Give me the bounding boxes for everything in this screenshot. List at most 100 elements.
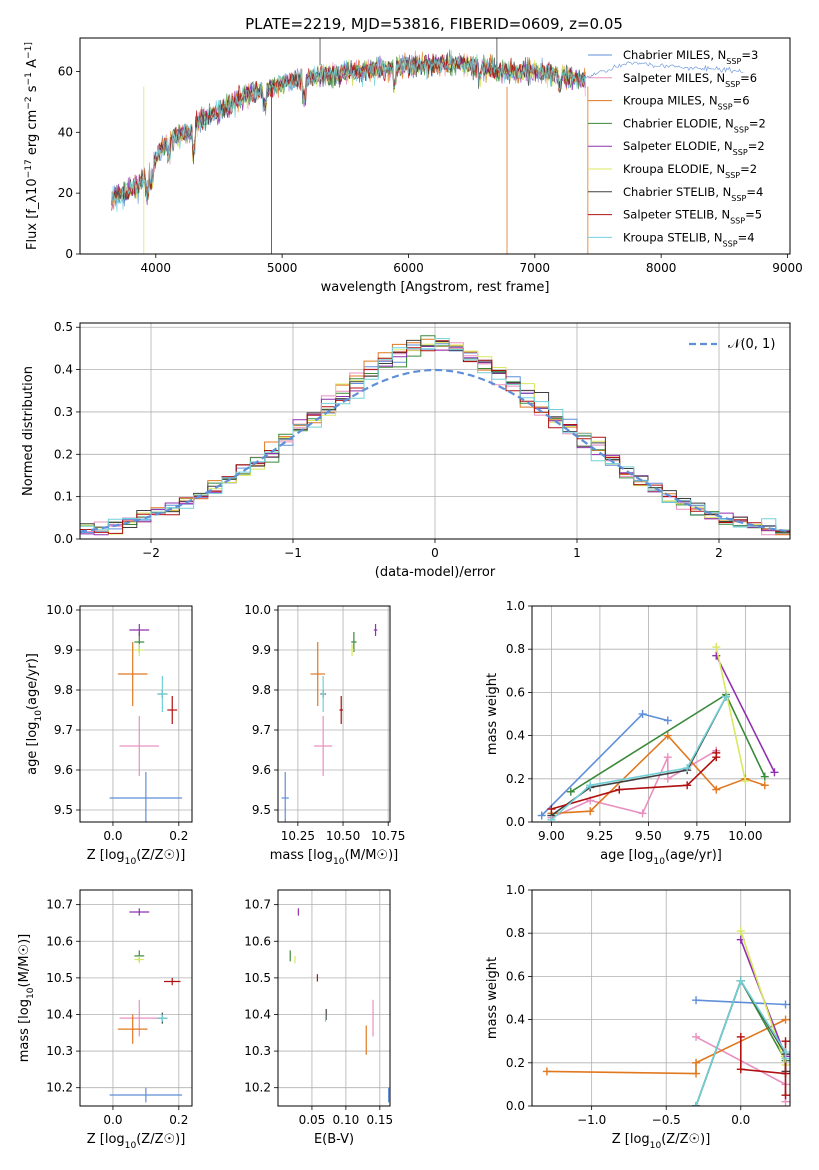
y-tick-label: 10.6 bbox=[46, 934, 73, 948]
y-tick-label: 20 bbox=[58, 186, 73, 200]
legend-label: Chabrier MILES, NSSP=3 bbox=[623, 48, 758, 66]
label-part: Normed distribution bbox=[21, 366, 36, 496]
label-part: Flux [f_λ10 bbox=[25, 178, 40, 250]
spectrum-panel: 4000 5000 6000 7000 8000 9000 0 20 40 60 wavelengt… bbox=[24, 37, 803, 295]
label-part: A bbox=[25, 59, 40, 72]
x-tick-label: 4000 bbox=[141, 261, 172, 275]
label-part: =5 bbox=[745, 208, 762, 222]
y-axis-label: mass weight bbox=[485, 957, 500, 1039]
legend-label: Kroupa MILES, NSSP=6 bbox=[623, 94, 750, 112]
label-part: Kroupa ELODIE, N bbox=[623, 162, 725, 176]
y-tick-label: 0 bbox=[65, 247, 73, 261]
y-tick-label: 10.3 bbox=[244, 1044, 271, 1058]
label-part: 10 bbox=[333, 857, 345, 867]
x-tick-label: 0.0 bbox=[731, 1113, 750, 1127]
label-part: −1 bbox=[24, 72, 34, 85]
x-tick-label: 0.0 bbox=[103, 1113, 122, 1127]
residuals-panel: −2 −1 0 1 2 0.0 0.1 0.2 0.3 0.4 0.5 (data-model)/er… bbox=[21, 320, 791, 580]
label-part: 10 bbox=[125, 857, 137, 867]
y-axis-label: Normed distribution bbox=[21, 366, 36, 496]
age-vs-mass-panel: 10.25 10.50 10.75 9.5 9.6 9.7 9.8 9.9 10.0 mass [… bbox=[244, 603, 405, 867]
y-tick-label: 9.7 bbox=[54, 723, 73, 737]
y-tick-label: 10.3 bbox=[46, 1044, 73, 1058]
y-tick-label: 10.4 bbox=[244, 1007, 271, 1021]
legend-label: Kroupa STELIB, NSSP=4 bbox=[623, 230, 755, 248]
y-tick-label: 0.6 bbox=[506, 685, 525, 699]
y-tick-label: 0.0 bbox=[506, 815, 525, 829]
histogram-series bbox=[80, 338, 790, 536]
label-part: 10 bbox=[125, 1141, 137, 1151]
label-part: −2 bbox=[24, 96, 34, 109]
label-part: erg cm bbox=[25, 110, 40, 159]
x-tick-label: 2 bbox=[715, 546, 723, 560]
x-tick-label: −1 bbox=[284, 546, 302, 560]
y-tick-label: 0.0 bbox=[506, 1099, 525, 1113]
y-tick-label: 0.2 bbox=[506, 1056, 525, 1070]
label-part: (Z/Z☉)] bbox=[136, 848, 185, 863]
label-part: log bbox=[634, 848, 654, 863]
y-tick-label: 10.2 bbox=[46, 1081, 73, 1095]
y-tick-label: 0.0 bbox=[54, 532, 73, 546]
legend-label: 𝒩(0, 1) bbox=[728, 337, 775, 352]
x-axis-label: wavelength [Angstrom, rest frame] bbox=[321, 280, 550, 295]
weight-line bbox=[740, 930, 787, 1066]
weight-line bbox=[695, 999, 786, 1006]
axes-frame bbox=[79, 605, 193, 823]
label-part: =3 bbox=[741, 48, 758, 62]
y-tick-label: 10.4 bbox=[46, 1007, 73, 1021]
spectrum-line bbox=[111, 54, 586, 204]
legend-label: Salpeter MILES, NSSP=6 bbox=[623, 71, 757, 89]
panels: 4000 5000 6000 7000 8000 90000204060wavelengt… bbox=[17, 37, 803, 1151]
y-tick-label: 10.0 bbox=[244, 603, 271, 617]
label-part: −17 bbox=[24, 159, 34, 178]
y-tick-label: 1.0 bbox=[506, 599, 525, 613]
y-tick-label: 10.5 bbox=[46, 971, 73, 985]
label-part: 10 bbox=[650, 1141, 662, 1151]
axes-frame bbox=[531, 605, 791, 823]
x-tick-label: 0.05 bbox=[299, 1113, 326, 1127]
x-tick-label: 9.50 bbox=[635, 829, 662, 843]
y-tick-label: 10.0 bbox=[46, 603, 73, 617]
weight-vs-age-panel: 9.00 9.25 9.50 9.75 10.00 0.0 0.2 0.4 0.6 0.8 1.0 a… bbox=[485, 599, 791, 867]
label-part: SSP bbox=[730, 216, 745, 225]
label-part: 10 bbox=[34, 710, 44, 722]
axes-frame bbox=[79, 889, 193, 1107]
label-part: Kroupa MILES, N bbox=[623, 94, 718, 108]
label-part: (M/M☉)] bbox=[17, 934, 32, 988]
legend-label: Salpeter STELIB, NSSP=5 bbox=[623, 208, 762, 226]
y-tick-label: 9.6 bbox=[54, 763, 73, 777]
x-tick-label: 9.75 bbox=[684, 829, 711, 843]
label-part: log bbox=[630, 1132, 650, 1147]
plot-area bbox=[281, 624, 378, 822]
y-tick-label: 1.0 bbox=[506, 883, 525, 897]
y-tick-label: 0.2 bbox=[54, 447, 73, 461]
weight-vs-Z-panel: −1.0 −0.5 0.0 0.0 0.2 0.4 0.6 0.8 1.0 Z [log10(Z/… bbox=[485, 883, 791, 1151]
label-part: SSP bbox=[731, 193, 746, 202]
mass-vs-Z-panel: 0.0 0.210.210.310.410.510.610.7Z [log10(Z… bbox=[17, 889, 193, 1151]
y-tick-label: 0.4 bbox=[54, 363, 73, 377]
legend-label: Chabrier ELODIE, NSSP=2 bbox=[623, 116, 766, 133]
label-part: mass [ bbox=[17, 1019, 32, 1062]
plot-area bbox=[289, 908, 390, 1103]
label-part: (data-model)/error bbox=[375, 565, 496, 580]
label-part: =6 bbox=[733, 94, 750, 108]
x-tick-label: −2 bbox=[142, 546, 160, 560]
label-part: Z [ bbox=[612, 1132, 630, 1147]
weight-line bbox=[715, 655, 776, 773]
label-part: Kroupa STELIB, N bbox=[623, 230, 723, 244]
label-part: age [ bbox=[600, 848, 633, 863]
x-tick-label: 9000 bbox=[772, 261, 803, 275]
label-part: (M/M☉)] bbox=[345, 848, 399, 863]
x-axis-label: age [log10(age/yr)] bbox=[600, 848, 722, 867]
label-part: −1] bbox=[24, 42, 34, 59]
x-tick-label: 9.00 bbox=[538, 829, 565, 843]
axes-frame bbox=[79, 37, 791, 255]
x-tick-label: 0.0 bbox=[103, 829, 122, 843]
axes-frame bbox=[531, 889, 791, 1107]
axes-frame bbox=[79, 322, 791, 540]
x-axis-label: (data-model)/error bbox=[375, 565, 496, 580]
weight-line bbox=[715, 646, 747, 782]
y-axis-label: Flux [f_λ10−17 erg cm−2 s−1 A−1] bbox=[24, 42, 40, 250]
plot-area bbox=[111, 38, 744, 254]
